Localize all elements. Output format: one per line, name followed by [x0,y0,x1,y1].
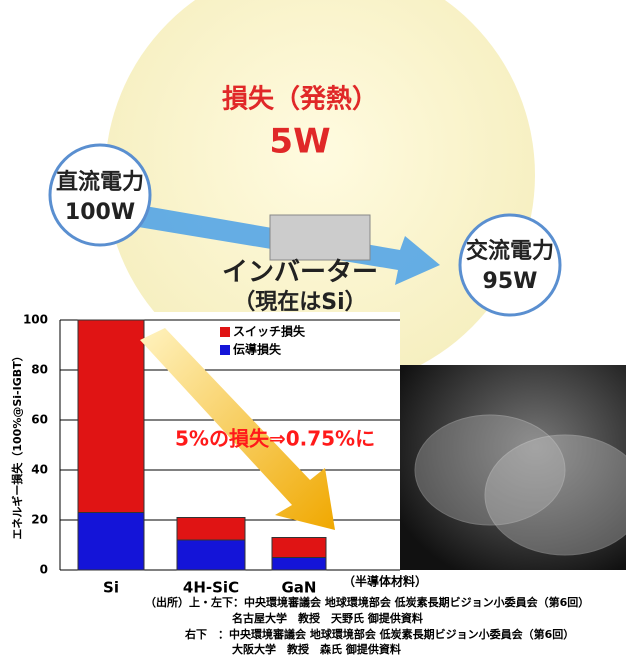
y-tick-label: 100 [23,313,48,327]
bar-segment [77,319,145,513]
y-tick-label: 20 [31,513,48,527]
illustration-circle [105,0,535,390]
x-tick-label: 4H-SiC [183,579,239,597]
bar-segment [271,537,327,558]
inverter-label: インバーター [222,258,378,288]
legend-swatch [220,327,230,337]
annotation: 5%の損失⇒0.75%に [175,427,375,451]
dc-label: 直流電力 [56,169,144,195]
ac-label: 交流電力 [466,238,554,264]
dc-circle [48,143,152,247]
bar-segment [176,517,246,541]
y-tick-label: 40 [31,463,48,477]
bar-segment [176,539,246,571]
bar-segment [77,512,145,571]
loss-value: 5W [269,122,330,162]
y-tick-label: 80 [31,363,48,377]
wafer-photo [400,365,626,570]
bar-segment [271,557,327,571]
ac-value: 95W [483,269,538,294]
legend-label: スイッチ損失 [233,324,306,339]
ac-circle [458,213,562,317]
x-tick-label: GaN [282,579,317,597]
legend-swatch [220,345,230,355]
inverter-box [269,214,371,261]
x-axis-label: （半導体材料） [343,574,427,589]
loss-title: 損失（発熱） [222,85,378,115]
source-line: 名古屋大学 教授 天野氏 御提供資料 [232,611,423,625]
wafer [484,434,626,556]
dc-value: 100W [65,200,135,225]
y-axis-label: エネルギー損失（100%@Si-IGBT） [10,350,24,539]
legend-label: 伝導損失 [233,342,282,357]
reduction-arrow [140,328,335,530]
wafer [414,414,566,526]
source-line: （出所）上・左下：中央環境審議会 地球環境部会 低炭素長期ビジョン小委員会（第6… [145,595,589,609]
source-line: 大阪大学 教授 森氏 御提供資料 [232,642,401,656]
inverter-note: （現在はSi） [233,289,366,315]
y-tick-label: 60 [31,413,48,427]
y-tick-label: 0 [40,563,48,577]
x-tick-label: Si [103,579,119,597]
source-line: 右下 ：中央環境審議会 地球環境部会 低炭素長期ビジョン小委員会（第6回） [184,627,574,641]
